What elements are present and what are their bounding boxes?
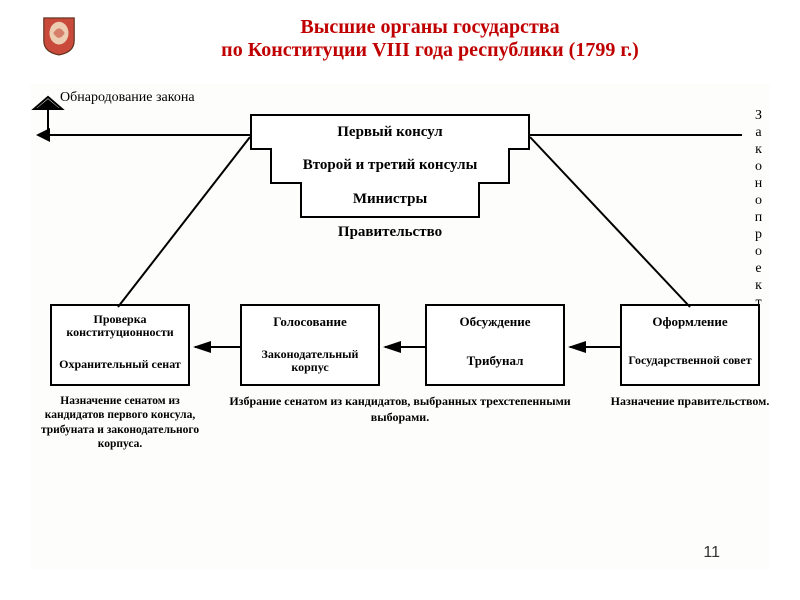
publication-label: Обнародование закона (60, 90, 195, 106)
box-leg-bottom: Законодательный корпус (240, 338, 380, 386)
senate-caption: Назначение сенатом из кандидатов первого… (36, 394, 204, 452)
page-number: 11 (703, 544, 720, 562)
box-tribunal-top: Обсуждение (425, 304, 565, 340)
government-label: Правительство (300, 224, 480, 241)
council-caption: Назначение правительством. (610, 394, 770, 410)
diagram: Обнародование закона Первый консул Второ… (30, 84, 770, 570)
box-leg-top: Голосование (240, 304, 380, 340)
leg-trib-caption: Избрание сенатом из кандидатов, выбранны… (220, 394, 580, 425)
emblem-icon (40, 14, 78, 56)
title-line-1: Высшие органы государства (80, 16, 780, 39)
title-block: Высшие органы государства по Конституции… (20, 10, 780, 72)
box-other-consuls: Второй и третий консулы (270, 148, 510, 184)
bill-vertical-label: Законопроект (750, 108, 766, 312)
box-council-bottom: Государственной совет (620, 338, 760, 386)
box-council-top: Оформление (620, 304, 760, 340)
box-first-consul: Первый консул (250, 114, 530, 150)
title-line-2: по Конституции VIII года республики (179… (80, 39, 780, 62)
box-tribunal-bottom: Трибунал (425, 338, 565, 386)
box-senate-top: Проверка конституционности (50, 304, 190, 348)
box-ministers: Министры (300, 182, 480, 218)
box-senate-bottom: Охранительный сенат (50, 346, 190, 386)
